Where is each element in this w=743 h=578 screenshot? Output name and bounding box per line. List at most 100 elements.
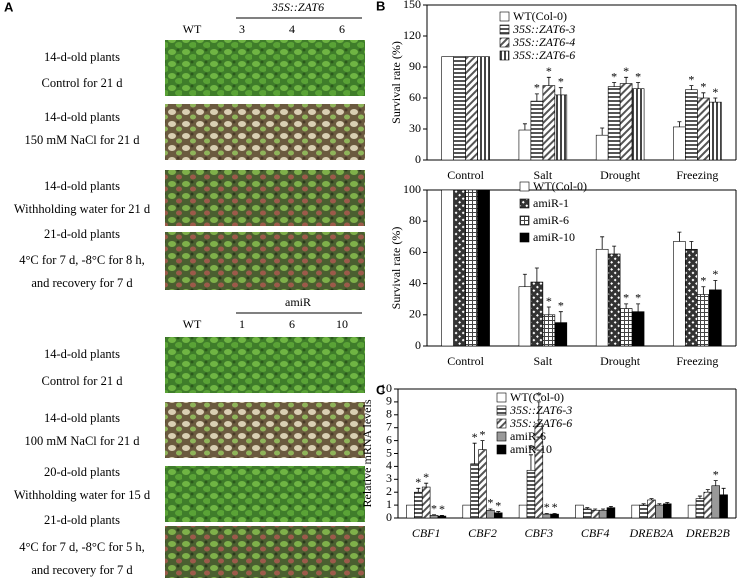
bar (673, 241, 686, 347)
y-tick-label: 8 (386, 407, 392, 421)
significance-mark: * (635, 291, 641, 305)
x-tick-label: CBF4 (581, 526, 610, 540)
row-label: Control for 21 d (42, 76, 124, 90)
significance-mark: * (700, 273, 706, 287)
panel-a: A 35S::ZAT6 WT 3 4 6 14-d-old plants Con… (4, 0, 365, 578)
row-label: and recovery for 7 d (31, 276, 133, 290)
error-bar (697, 495, 702, 499)
error-bar (721, 487, 726, 495)
x-tick-label: Drought (600, 168, 641, 182)
bar (453, 56, 466, 161)
bar (687, 504, 697, 519)
bar (575, 504, 584, 519)
bar (441, 56, 454, 161)
row-label: Withholding water for 15 d (14, 488, 151, 502)
error-bar (585, 507, 590, 509)
legend-swatch (519, 215, 530, 226)
error-bar (536, 401, 541, 424)
bar (554, 94, 568, 161)
bar (663, 503, 672, 519)
x-tick-label: Drought (600, 354, 641, 368)
significance-mark: * (423, 470, 429, 484)
error-bar (546, 76, 551, 86)
panel-letter: C (376, 382, 386, 397)
error-bar (416, 487, 421, 493)
photo (165, 232, 365, 290)
row-label: 14-d-old plants (44, 179, 120, 193)
bar (607, 86, 621, 161)
error-bar (713, 480, 718, 486)
row-label: and recovery for 7 d (31, 563, 133, 577)
legend-label: WT(Col-0) (533, 179, 587, 193)
error-bar (593, 508, 598, 511)
error-bar (665, 502, 670, 504)
bar (673, 126, 686, 161)
error-bar (713, 97, 718, 103)
bar (477, 189, 490, 347)
error-bar (558, 87, 563, 95)
error-bar (424, 482, 429, 488)
group-label: amiR (285, 295, 311, 309)
error-bar (705, 489, 710, 493)
bar (639, 504, 648, 519)
x-tick-label: DREB2B (685, 526, 731, 540)
legend-swatch (499, 37, 510, 48)
error-bar (649, 498, 654, 500)
bar (619, 308, 633, 347)
x-tick-label: DREB2A (629, 526, 675, 540)
bar (478, 449, 487, 519)
x-tick-label: Salt (534, 354, 553, 368)
bar (421, 486, 431, 519)
y-tick-label: 120 (403, 28, 421, 42)
y-tick-label: 7 (386, 419, 392, 433)
photo (165, 402, 365, 458)
error-bar (689, 85, 694, 90)
bar (465, 56, 478, 161)
bar (709, 101, 722, 161)
error-bar (636, 82, 641, 89)
legend-label: amiR-6 (510, 429, 546, 443)
column-label: 1 (239, 317, 245, 331)
significance-mark: * (439, 502, 445, 516)
significance-mark: * (472, 430, 478, 444)
error-bar (677, 231, 682, 242)
row-label: 21-d-old plants (44, 227, 120, 241)
significance-mark: * (546, 64, 552, 78)
y-tick-label: 60 (409, 244, 421, 258)
row-label: 14-d-old plants (44, 347, 120, 361)
error-bar (601, 508, 606, 511)
significance-mark: * (635, 69, 641, 83)
y-tick-label: 6 (386, 432, 392, 446)
bar (494, 512, 503, 519)
x-tick-label: Control (447, 354, 484, 368)
legend-swatch (496, 392, 507, 403)
error-bar (677, 121, 682, 127)
bar (685, 248, 698, 347)
significance-mark: * (415, 475, 421, 489)
bar (590, 509, 600, 519)
photo (165, 466, 365, 522)
error-bar (612, 245, 617, 254)
row-label: 100 mM NaCl for 21 d (25, 434, 141, 448)
row-label: 4°C for 7 d, -8°C for 8 h, (19, 253, 145, 267)
significance-mark: * (712, 85, 718, 99)
bar (437, 515, 447, 519)
bar (453, 189, 466, 347)
error-bar (608, 505, 613, 508)
legend-swatch (496, 418, 507, 429)
significance-mark: * (528, 442, 534, 456)
bar (711, 485, 720, 519)
error-bar (600, 127, 605, 136)
error-bar (488, 508, 493, 511)
significance-mark: * (480, 427, 486, 441)
column-label: 6 (339, 22, 345, 36)
y-tick-label: 0 (415, 338, 421, 352)
y-tick-label: 90 (409, 59, 421, 73)
row-label: 14-d-old plants (44, 50, 120, 64)
legend-label: WT(Col-0) (510, 390, 564, 404)
legend-swatch (519, 181, 530, 192)
significance-mark: * (700, 80, 706, 94)
bar (530, 281, 544, 347)
